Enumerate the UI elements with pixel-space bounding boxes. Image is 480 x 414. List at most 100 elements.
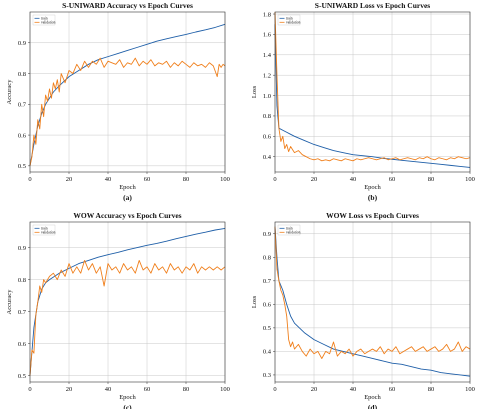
series-line-validation	[29, 57, 226, 166]
y-tick-label: 0.9	[18, 245, 26, 252]
legend-label: validation	[286, 231, 301, 235]
x-tick-label: 40	[105, 386, 112, 393]
x-tick-label: 60	[144, 176, 151, 183]
x-tick-label: 60	[389, 386, 396, 393]
y-tick-label: 1.2	[263, 72, 271, 79]
x-tick-label: 20	[66, 176, 73, 183]
axes-frame	[29, 11, 226, 173]
x-tick-label: 20	[66, 386, 73, 393]
y-tick-label: 0.6	[263, 302, 272, 309]
x-tick-label: 100	[220, 176, 230, 183]
y-tick-label: 0.5	[18, 163, 26, 170]
y-tick-label: 0.3	[263, 372, 271, 379]
y-axis-label: Accuracy	[6, 79, 13, 105]
x-axis-label: Epoch	[364, 184, 381, 191]
x-tick-label: 40	[105, 176, 112, 183]
y-tick-label: 1.8	[263, 11, 271, 18]
y-tick-label: 0.6	[263, 134, 272, 141]
legend-label: train	[286, 17, 293, 21]
y-axis-label: Loss	[251, 85, 258, 98]
plot-area	[30, 12, 225, 172]
plot-area	[275, 222, 470, 382]
y-tick-label: 1.6	[263, 32, 272, 39]
y-tick-label: 0.8	[263, 113, 271, 120]
figure-caption: (b)	[368, 193, 378, 202]
legend-box	[277, 14, 301, 26]
figure-caption: (c)	[123, 403, 132, 409]
chart-panel-0: 0 20 40 60 80 100 0.5 0.6 0.7 0.8 0.9 S-UNIWARD Acc…	[6, 1, 230, 202]
y-tick-label: 0.8	[18, 71, 26, 78]
chart-panel-2: 0 20 40 60 80 100 0.5 0.6 0.7 0.8 0.9 WOW Accuracy …	[6, 211, 230, 412]
y-tick-label: 0.4	[263, 349, 272, 356]
series-line-validation	[274, 11, 471, 162]
x-tick-label: 0	[273, 176, 276, 183]
x-tick-label: 100	[465, 386, 475, 393]
legend-label: train	[286, 227, 293, 231]
y-tick-label: 0.6	[18, 341, 27, 348]
figure-caption: (a)	[123, 193, 132, 202]
x-tick-label: 80	[183, 386, 190, 393]
y-tick-label: 0.8	[18, 277, 26, 284]
axes-frame	[274, 221, 471, 383]
y-tick-label: 0.7	[18, 102, 27, 109]
y-tick-label: 0.7	[263, 278, 272, 285]
legend-box	[277, 224, 301, 236]
x-tick-label: 20	[311, 386, 318, 393]
legend-box	[32, 224, 56, 236]
series-line-train	[29, 227, 226, 376]
chart-title: WOW Loss vs Epoch Curves	[326, 211, 419, 220]
x-tick-label: 0	[28, 176, 31, 183]
chart-panel-3: 0 20 40 60 80 100 0.3 0.4 0.5 0.6 0.7 0.8 0.9 WOW Los…	[251, 211, 475, 412]
x-axis-label: Epoch	[119, 394, 136, 401]
x-tick-label: 100	[465, 176, 475, 183]
x-tick-label: 0	[273, 386, 276, 393]
legend-label: validation	[41, 21, 56, 25]
y-axis-label: Loss	[251, 295, 258, 308]
x-tick-label: 80	[428, 176, 435, 183]
x-axis-label: Epoch	[364, 394, 381, 401]
plot-area	[30, 222, 225, 382]
figure-caption: (d)	[368, 403, 378, 409]
y-tick-label: 1.4	[263, 52, 272, 59]
x-tick-label: 60	[389, 176, 396, 183]
chart-title: S-UNIWARD Accuracy vs Epoch Curves	[62, 1, 193, 10]
x-tick-label: 80	[428, 386, 435, 393]
series-line-validation	[274, 226, 471, 359]
chart-title: S-UNIWARD Loss vs Epoch Curves	[315, 1, 431, 10]
chart-panel-1: 0 20 40 60 80 100 0.4 0.6 0.8 1.0 1.2 1.4 1.6 1.8 S-UN…	[251, 1, 475, 202]
y-tick-label: 0.4	[263, 154, 272, 161]
y-tick-label: 0.9	[18, 40, 26, 47]
series-line-train	[29, 23, 226, 166]
y-tick-label: 0.9	[263, 231, 271, 238]
legend-box	[32, 14, 56, 26]
legend-label: train	[41, 17, 48, 21]
x-tick-label: 60	[144, 386, 151, 393]
legend-label: validation	[41, 231, 56, 235]
y-tick-label: 0.6	[18, 132, 27, 139]
y-axis-label: Accuracy	[6, 289, 13, 315]
series-line-validation	[29, 259, 226, 376]
series-line-train	[274, 226, 471, 377]
series-line-train	[274, 24, 471, 168]
x-tick-label: 0	[28, 386, 31, 393]
y-tick-label: 0.7	[18, 309, 27, 316]
x-axis-label: Epoch	[119, 184, 136, 191]
x-tick-label: 100	[220, 386, 230, 393]
y-tick-label: 0.5	[18, 373, 26, 380]
x-tick-label: 40	[350, 176, 357, 183]
axes-frame	[29, 221, 226, 383]
chart-title: WOW Accuracy vs Epoch Curves	[73, 211, 181, 220]
y-tick-label: 0.8	[263, 255, 271, 262]
plot-area	[275, 12, 470, 172]
axes-frame	[274, 11, 471, 173]
y-tick-label: 0.5	[263, 325, 271, 332]
y-tick-label: 1.0	[263, 93, 271, 100]
legend-label: train	[41, 227, 48, 231]
x-tick-label: 40	[350, 386, 357, 393]
